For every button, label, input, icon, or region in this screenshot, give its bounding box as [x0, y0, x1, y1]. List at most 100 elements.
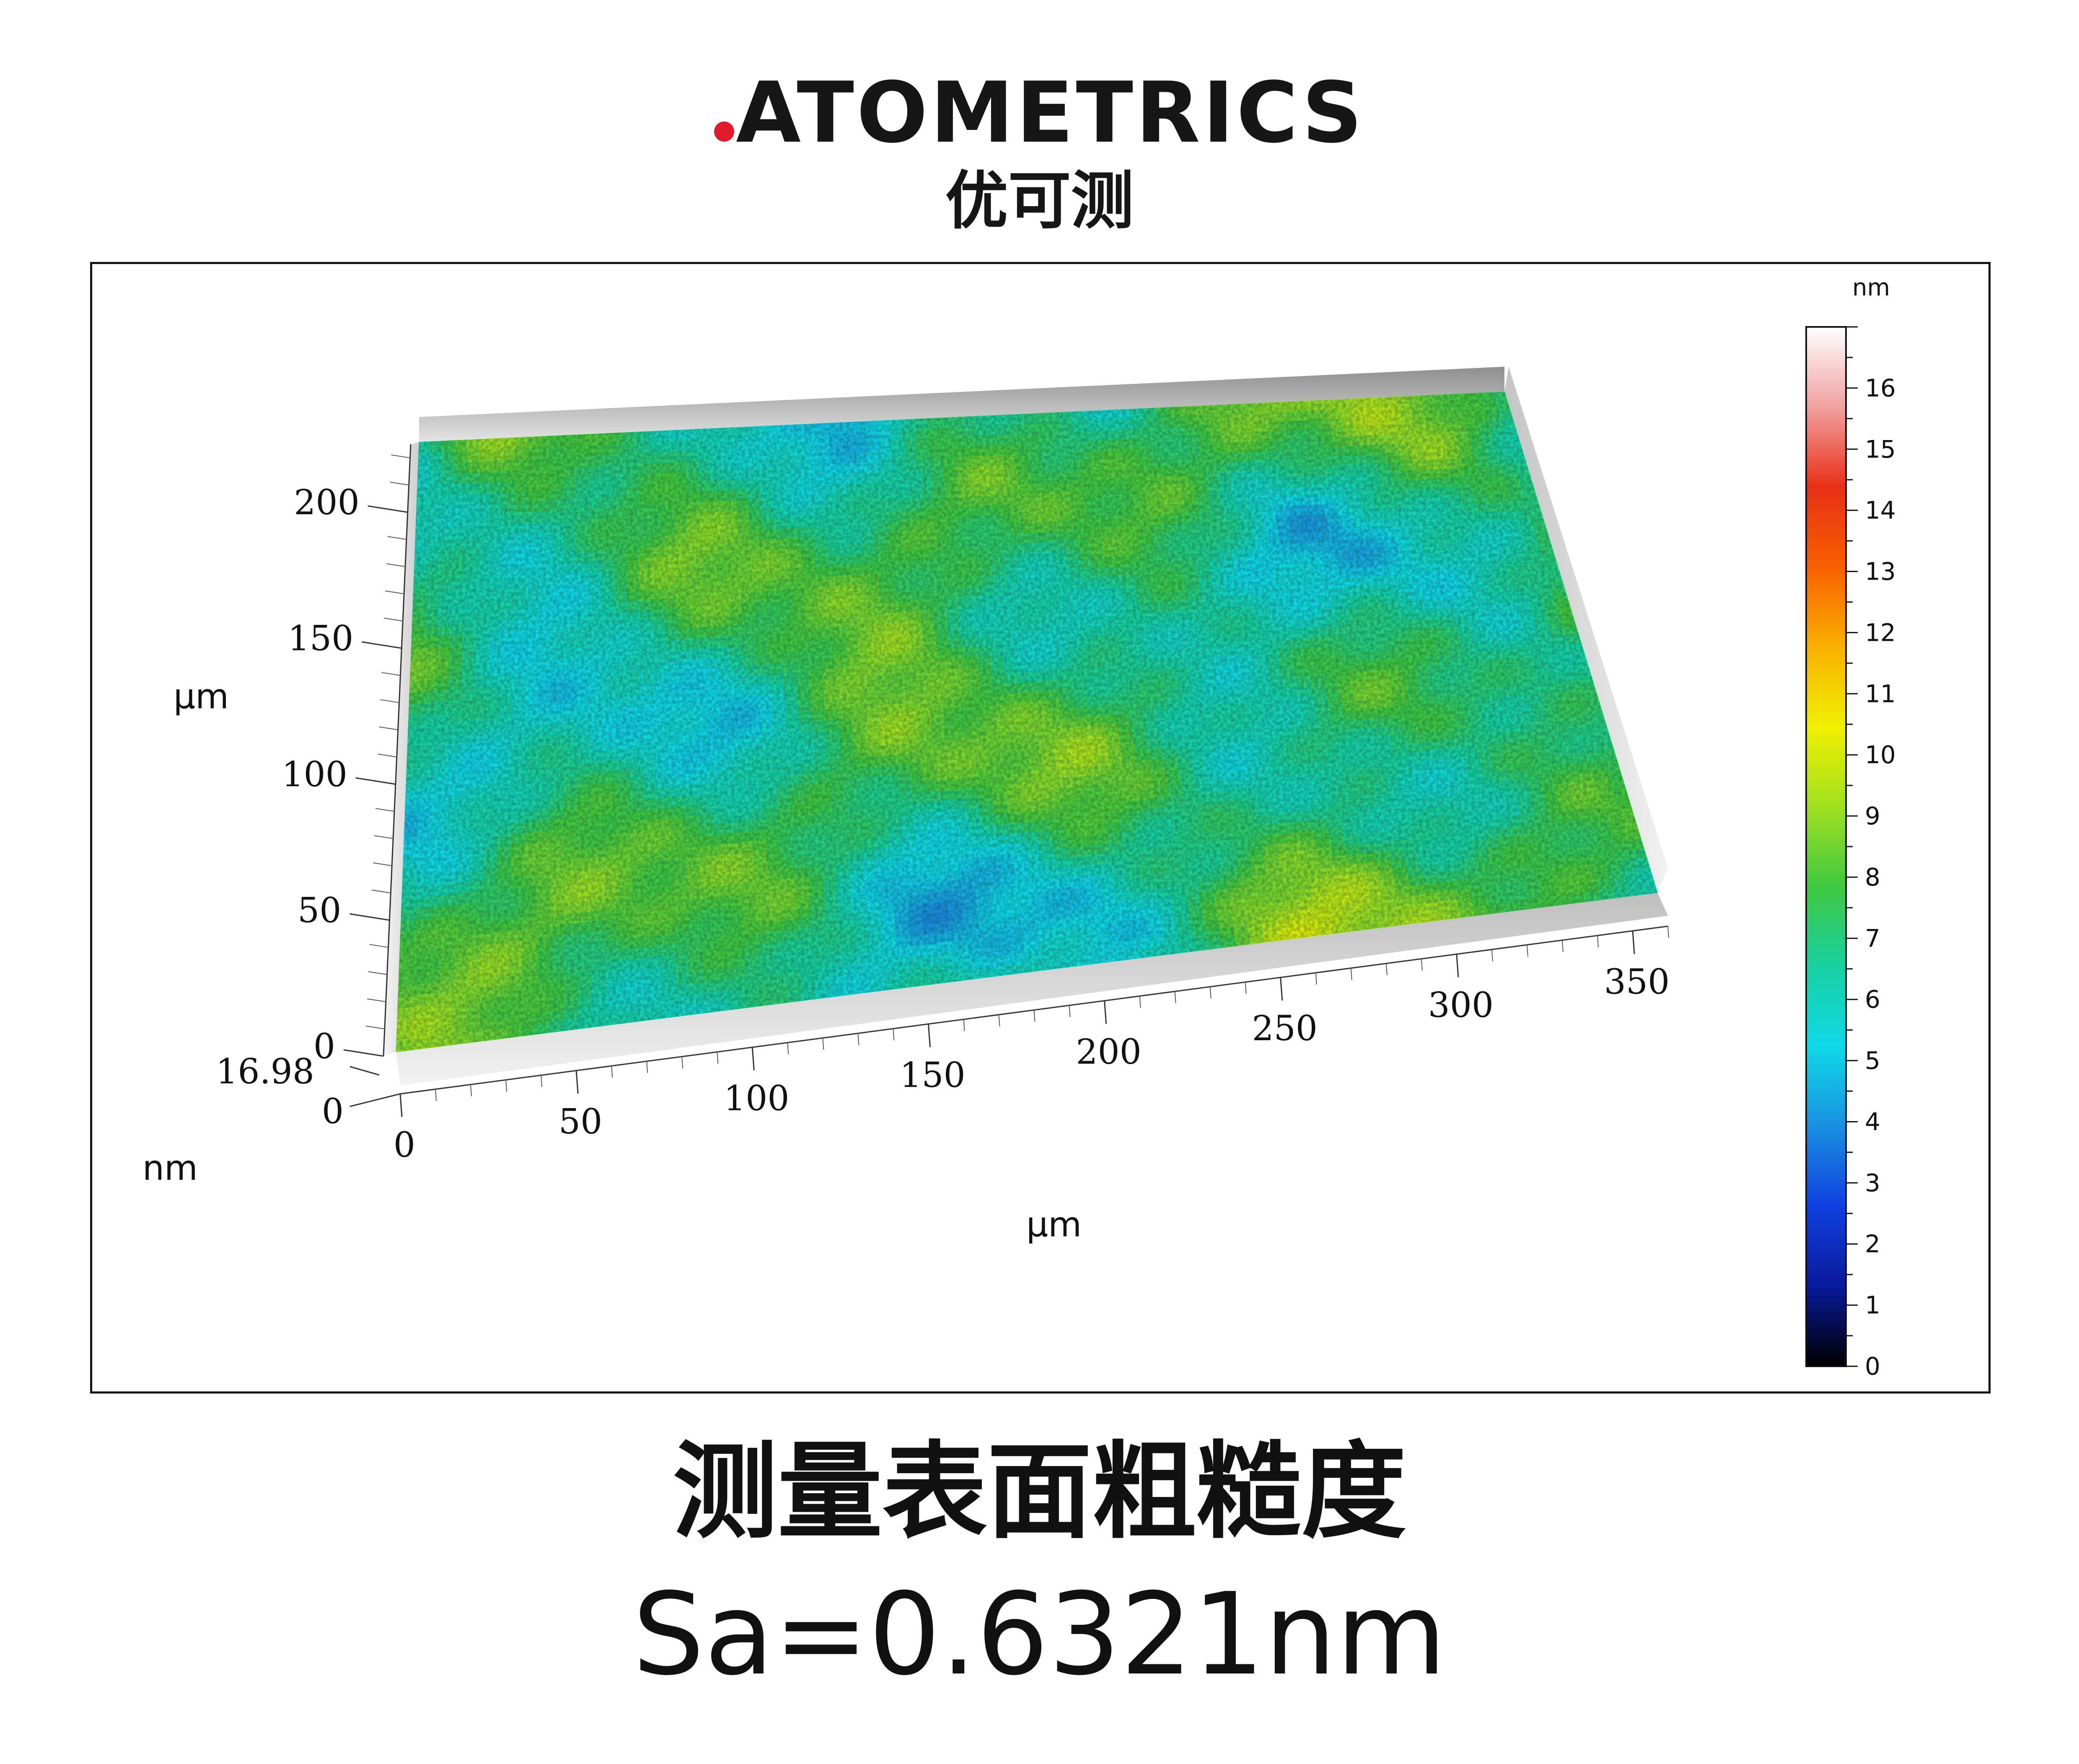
x-tick [399, 1093, 403, 1117]
colorbar-tick-label: 10 [1865, 741, 1896, 769]
x-tick [1456, 954, 1459, 977]
x-minor-tick [505, 1080, 507, 1092]
z-axis: 16.980 nm [142, 1052, 401, 1188]
colorbar-tick-label: 13 [1865, 557, 1896, 586]
colorbar-gradient [1805, 326, 1847, 1367]
y-minor-tick [375, 808, 395, 812]
y-minor-tick [378, 754, 397, 758]
colorbar-tick-label: 14 [1865, 496, 1896, 525]
x-tick-label: 350 [1604, 962, 1670, 1002]
y-minor-tick [381, 672, 401, 676]
logo-text: ATOMETRICS [736, 64, 1365, 162]
colorbar-tick-label: 3 [1865, 1168, 1880, 1197]
logo-red-dot-icon [714, 122, 735, 142]
y-axis-label: µm [173, 677, 229, 717]
colorbar-tick-label: 5 [1865, 1046, 1880, 1075]
x-minor-tick [611, 1066, 613, 1078]
colorbar-unit: nm [1852, 274, 1890, 301]
x-minor-tick [1350, 968, 1352, 980]
y-minor-tick [365, 1026, 385, 1030]
plot-box-walls [383, 367, 1668, 1085]
colorbar-tick-label: 15 [1865, 435, 1896, 464]
x-tick-label: 150 [900, 1055, 966, 1095]
x-axis-label: µm [1026, 1205, 1082, 1245]
x-tick-label: 200 [1076, 1032, 1142, 1072]
y-tick [368, 505, 408, 513]
logo-chinese-name: 优可测 [945, 165, 1134, 238]
y-tick [343, 1049, 384, 1057]
colorbar-tick-label: 0 [1865, 1352, 1880, 1381]
x-tick-label: 0 [394, 1125, 415, 1165]
y-minor-tick [379, 726, 398, 730]
x-tick-label: 50 [559, 1102, 602, 1142]
colorbar-tick-label: 16 [1865, 374, 1896, 402]
y-minor-tick [384, 617, 403, 622]
colorbar-tick-label: 7 [1865, 924, 1880, 953]
x-tick-label: 100 [724, 1079, 790, 1119]
x-tick [1104, 1000, 1107, 1024]
surface-plot-panel: 0 50 100 150 200 250 300 350 µm 0 50 100 150 200 µm 1… [90, 262, 1991, 1394]
left-wall [383, 442, 419, 1056]
caption-title: 测量表面粗糙度 [673, 1431, 1406, 1553]
x-axis: 0 50 100 150 200 250 300 350 µm [394, 925, 1670, 1245]
x-tick [751, 1047, 755, 1070]
x-minor-tick [1597, 935, 1599, 948]
colorbar-tick-label: 12 [1865, 618, 1896, 647]
y-minor-tick [387, 536, 407, 540]
colorbar-tick-label: 6 [1865, 985, 1880, 1014]
x-minor-tick [541, 1075, 543, 1087]
x-minor-tick [963, 1019, 965, 1031]
front-wall [396, 893, 1668, 1085]
caption-roughness-value: Sa=0.6321nm [632, 1568, 1447, 1700]
y-tick-label: 200 [294, 483, 360, 523]
y-minor-tick [373, 862, 392, 866]
x-minor-tick [787, 1042, 789, 1054]
x-minor-tick [1526, 945, 1528, 957]
brand-header: ATOMETRICS 优可测 [0, 63, 2079, 239]
colorbar-tick-label: 11 [1865, 679, 1896, 708]
x-minor-tick [1139, 996, 1141, 1008]
colorbar-tick-label: 4 [1865, 1107, 1880, 1136]
back-wall [419, 367, 1504, 442]
x-minor-tick [1033, 1010, 1036, 1022]
y-tick-label: 150 [288, 619, 354, 659]
x-tick [575, 1070, 579, 1094]
x-minor-tick [1561, 940, 1564, 952]
x-tick [927, 1024, 931, 1047]
x-minor-tick [681, 1057, 684, 1069]
y-axis: 0 50 100 150 200 µm [173, 444, 412, 1067]
x-minor-tick [717, 1052, 719, 1064]
x-minor-tick [1315, 973, 1317, 985]
y-minor-tick [390, 482, 409, 486]
y-tick [350, 913, 390, 921]
x-minor-tick [1421, 958, 1423, 971]
colorbar-tick-label: 9 [1865, 802, 1880, 830]
right-wall [1504, 367, 1668, 893]
colorbar-tick-label: 1 [1865, 1291, 1880, 1319]
x-minor-tick [1667, 926, 1669, 938]
y-minor-tick [380, 699, 399, 703]
z-tick-label: 0 [322, 1092, 344, 1132]
atometrics-logo: ATOMETRICS [0, 63, 2079, 163]
y-minor-tick [369, 944, 388, 948]
y-minor-tick [368, 971, 387, 975]
y-minor-tick [385, 590, 404, 594]
x-minor-tick [1069, 1005, 1071, 1017]
y-minor-tick [386, 563, 406, 567]
x-minor-tick [1245, 982, 1247, 994]
x-minor-tick [1385, 963, 1388, 975]
z-axis-label: nm [142, 1148, 198, 1188]
y-tick-label: 100 [282, 755, 347, 795]
x-minor-tick [893, 1028, 895, 1041]
y-minor-tick [372, 889, 391, 894]
colorbar-tick-label: 2 [1865, 1230, 1880, 1258]
y-minor-tick [374, 835, 394, 839]
y-tick [355, 777, 396, 785]
y-tick-label: 50 [298, 891, 341, 931]
x-tick [1632, 931, 1635, 954]
z-tick [350, 1066, 380, 1076]
x-minor-tick [1209, 987, 1212, 999]
x-minor-tick [1174, 991, 1176, 1003]
